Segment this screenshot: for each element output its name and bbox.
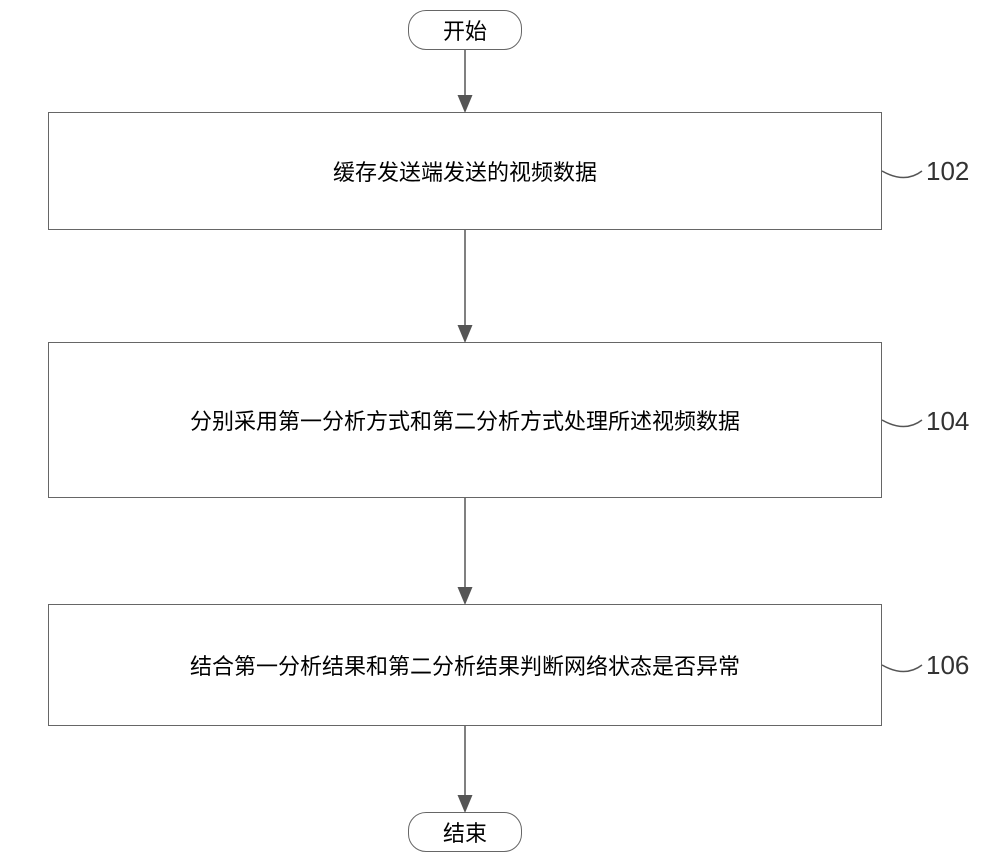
node-step3: 结合第一分析结果和第二分析结果判断网络状态是否异常: [48, 604, 882, 726]
label-106: 106: [926, 650, 969, 681]
node-end: 结束: [408, 812, 522, 852]
flowchart-canvas: 开始 缓存发送端发送的视频数据 分别采用第一分析方式和第二分析方式处理所述视频数…: [0, 0, 1000, 864]
label-104: 104: [926, 406, 969, 437]
node-step2: 分别采用第一分析方式和第二分析方式处理所述视频数据: [48, 342, 882, 498]
connector-106: [882, 665, 922, 672]
node-end-label: 结束: [443, 816, 487, 848]
connector-104: [882, 420, 922, 427]
node-step3-label: 结合第一分析结果和第二分析结果判断网络状态是否异常: [190, 649, 740, 681]
node-start-label: 开始: [443, 14, 487, 46]
node-step1: 缓存发送端发送的视频数据: [48, 112, 882, 230]
node-start: 开始: [408, 10, 522, 50]
connector-102: [882, 171, 922, 178]
node-step1-label: 缓存发送端发送的视频数据: [333, 155, 597, 187]
label-102: 102: [926, 156, 969, 187]
node-step2-label: 分别采用第一分析方式和第二分析方式处理所述视频数据: [190, 404, 740, 436]
